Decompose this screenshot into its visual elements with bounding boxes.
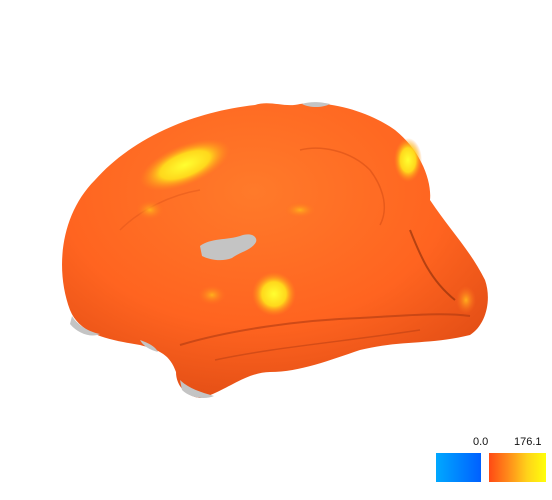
colorbar-positive-label: 176.1 bbox=[514, 436, 542, 448]
colorbar-negative-label: 0.0 bbox=[473, 436, 488, 448]
activation-hotspot bbox=[394, 138, 422, 182]
colorbar-positive-gradient bbox=[489, 453, 546, 482]
activation-hotspot bbox=[136, 200, 164, 220]
activation-hotspot bbox=[252, 272, 296, 316]
cortex-lateral-surface bbox=[62, 103, 488, 398]
activation-hotspot bbox=[284, 202, 316, 218]
activation-hotspot bbox=[198, 285, 226, 305]
activation-hotspot bbox=[456, 286, 476, 314]
colorbar-negative-gradient bbox=[436, 453, 481, 482]
